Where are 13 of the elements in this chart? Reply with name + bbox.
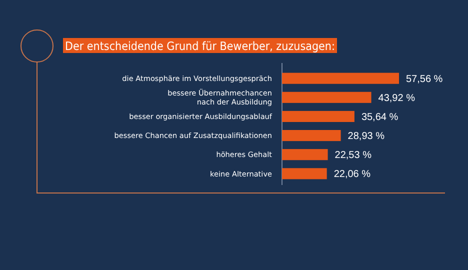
data-label: 28,93 %	[348, 131, 385, 142]
chart-title: Der entscheidende Grund für Bewerber, zuzusagen:	[65, 39, 364, 53]
bar	[282, 72, 399, 84]
bar	[282, 92, 372, 103]
bar	[282, 168, 327, 180]
data-label: 22,06 %	[334, 169, 371, 180]
bar	[282, 149, 328, 160]
data-label: 43,92 %	[378, 92, 416, 104]
data-label: 35,64 %	[361, 112, 398, 123]
bar	[282, 130, 341, 142]
data-label: 57,56 %	[406, 74, 443, 85]
data-label: 22,53 %	[334, 150, 372, 162]
bar	[282, 110, 354, 122]
